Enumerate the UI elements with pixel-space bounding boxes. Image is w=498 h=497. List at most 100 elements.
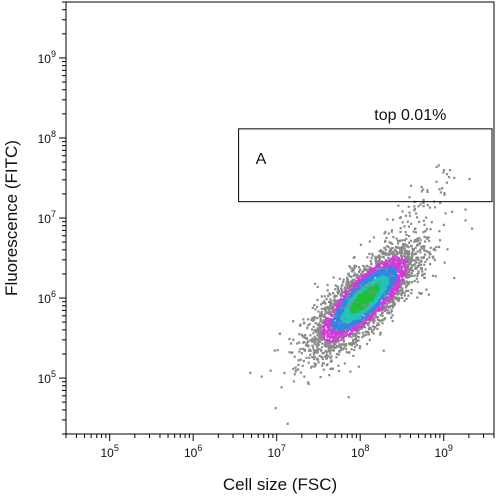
dot-medium [389,289,393,293]
dot-low [320,312,323,315]
dot-low [371,325,375,328]
dot-high [379,298,382,301]
dot-medium [390,291,393,295]
dot-medium [337,331,340,334]
dot-high [392,271,395,274]
dot-high [382,293,385,296]
dot-outlier [348,265,351,268]
dot-outlier [410,292,413,295]
dot-low [408,270,411,273]
dot-peak [358,293,362,296]
dot-low [346,276,349,279]
dot-low [306,326,309,330]
dot-high [351,291,354,294]
dot-outlier [437,164,440,167]
dot-high [369,279,373,282]
dot-low [438,245,441,248]
dot-outlier [356,292,359,295]
dot-low [314,322,317,325]
dot-high [343,299,346,302]
dot-low [414,231,417,234]
dot-medium [325,318,328,321]
dot-low [329,298,332,301]
dot-medium [378,308,381,311]
dot-high [363,317,366,320]
dot-peak [377,286,380,289]
dot-outlier [325,355,328,358]
dot-low [319,303,323,306]
dot-medium [404,269,407,272]
dot-high [379,268,382,272]
dot-peak [367,289,370,292]
dot-medium [387,264,390,267]
dot-low [307,382,310,385]
dot-low [301,347,304,350]
dot-outlier [410,222,413,225]
dot-outlier [447,176,451,179]
dot-very-high [386,277,389,280]
dot-outlier [322,368,325,371]
dot-low [346,282,349,285]
y-tick-label: 108 [38,129,56,146]
dot-low [333,346,336,349]
dot-peak [351,308,354,311]
dot-low [320,349,323,352]
dot-low [366,256,369,259]
dot-very-high [363,309,366,312]
dot-outlier [425,216,428,219]
dot-outlier [434,206,437,209]
dot-outlier [317,324,320,327]
dot-medium [401,269,404,272]
dot-low [423,263,426,266]
dot-low [341,283,344,286]
dot-medium [376,263,380,266]
dot-low [316,346,319,349]
dot-very-high [345,308,348,311]
dot-high [372,274,375,277]
dot-outlier [404,214,407,217]
dot-high [346,300,349,303]
dot-low [329,304,332,307]
dot-very-high [382,287,385,290]
dot-outlier [416,237,419,240]
dot-high [390,277,393,280]
dot-low [343,287,346,290]
dot-low [318,340,321,343]
dot-low [337,291,340,294]
dot-low [306,344,310,347]
dot-low [418,248,422,251]
dot-very-high [348,303,351,306]
dot-low [353,266,356,269]
dot-low [403,225,406,228]
dot-medium [393,284,396,287]
dot-outlier [336,300,339,303]
dot-high [347,323,350,326]
dot-medium [331,307,334,310]
dot-very-high [353,313,356,316]
dot-low [352,339,355,342]
dot-low [403,254,406,257]
dot-outlier [392,285,395,288]
dot-low [372,320,375,323]
dot-outlier [384,293,387,296]
dot-high [367,275,370,278]
dot-high [350,321,353,324]
dot-low [358,270,361,273]
dot-medium [371,270,374,274]
dot-high [381,269,384,272]
dot-low [405,233,408,236]
dot-low [397,296,400,299]
dot-low [363,268,366,271]
y-tick-label: 109 [38,49,56,66]
dot-low [429,263,432,266]
dot-very-high [362,309,365,312]
scatter-dots [249,164,474,425]
dot-high [391,269,394,272]
dot-medium [385,264,389,267]
dot-low [415,257,418,260]
gate-a-box[interactable] [238,128,493,203]
dot-low [305,342,308,345]
dot-low [323,307,326,310]
dot-high [362,284,365,287]
dot-low [339,344,342,347]
